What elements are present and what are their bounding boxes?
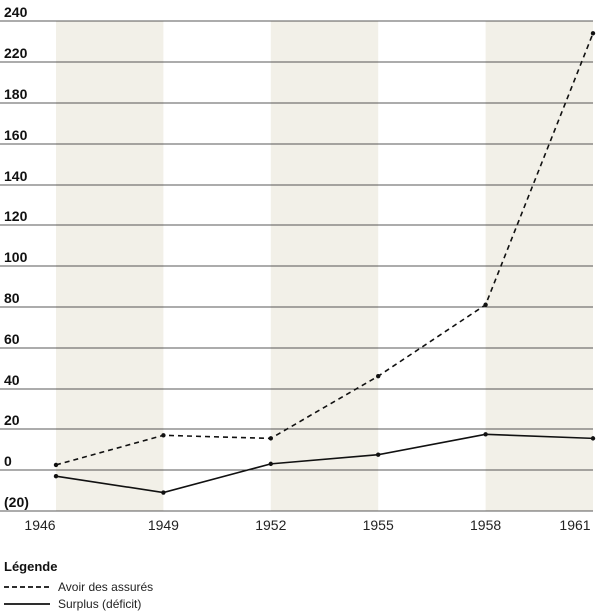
data-point (590, 31, 596, 36)
y-tick-label: 160 (4, 127, 28, 143)
y-tick-label: 20 (4, 412, 20, 428)
y-tick-label: 120 (4, 208, 28, 224)
series-lines (53, 31, 596, 495)
data-point (161, 433, 166, 438)
y-tick-label: 100 (4, 249, 28, 265)
data-point (161, 490, 166, 495)
data-point (376, 452, 381, 457)
x-tick-label: 1949 (148, 517, 179, 533)
y-axis-ticks: 240 220 180 160 140 120 100 80 60 40 20 0 (20) (4, 4, 29, 510)
y-tick-label: 220 (4, 45, 28, 61)
data-point (268, 461, 273, 467)
y-tick-label: (20) (4, 494, 29, 510)
legend-label: Surplus (déficit) (58, 597, 141, 611)
data-point (483, 432, 488, 437)
series-line-2 (55, 433, 594, 494)
y-tick-label: 240 (4, 4, 28, 20)
y-tick-label: 80 (4, 290, 20, 306)
x-tick-label: 1961 (559, 517, 590, 533)
y-tick-label: 40 (4, 372, 20, 388)
legend-title: Légende (4, 559, 57, 574)
data-point (53, 462, 59, 468)
series-line-1 (55, 33, 594, 466)
x-tick-label: 1952 (255, 517, 286, 533)
x-tick-label: 1958 (470, 517, 501, 533)
x-axis-ticks: 1946 1949 1952 1955 1958 1961 (24, 517, 590, 533)
y-tick-label: 60 (4, 331, 20, 347)
y-tick-label: 140 (4, 168, 28, 184)
x-tick-label: 1955 (363, 517, 394, 533)
data-point (590, 436, 596, 441)
data-point (53, 473, 59, 479)
gridlines (0, 20, 593, 512)
data-point (268, 436, 273, 441)
legend: Légende Avoir des assurés Surplus (défici… (4, 559, 153, 611)
data-point (376, 373, 381, 379)
y-tick-label: 0 (4, 453, 12, 469)
data-point (483, 302, 488, 307)
x-tick-label: 1946 (24, 517, 55, 533)
y-tick-label: 180 (4, 86, 28, 102)
legend-label: Avoir des assurés (58, 580, 153, 594)
